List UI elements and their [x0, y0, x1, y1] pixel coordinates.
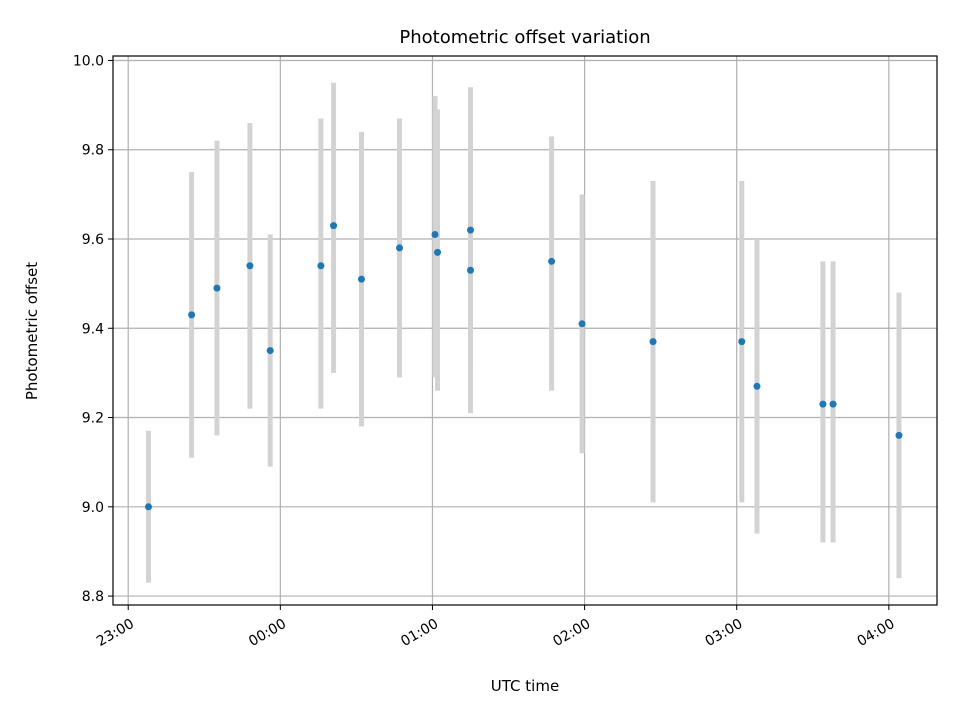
x-tick-label: 23:00: [94, 616, 137, 650]
data-point: [434, 248, 442, 256]
data-point: [819, 400, 827, 408]
data-point: [895, 431, 903, 439]
y-axis-label: Photometric offset: [23, 262, 41, 400]
y-tick-label: 9.2: [82, 411, 104, 427]
y-tick-label: 9.4: [82, 321, 104, 337]
data-point: [395, 244, 403, 252]
data-point: [753, 382, 761, 390]
y-tick-label: 8.8: [82, 589, 104, 605]
data-point: [330, 222, 338, 230]
data-point: [466, 266, 474, 274]
y-tick-label: 9.8: [82, 143, 104, 159]
y-axis-ticks: 8.8 9.0 9.2 9.4 9.6 9.8 10.0: [73, 53, 113, 605]
chart-title: Photometric offset variation: [399, 27, 650, 48]
y-tick-label: 9.0: [82, 500, 104, 516]
data-point: [466, 226, 474, 234]
data-point: [266, 347, 274, 355]
x-tick-label: 03:00: [703, 616, 746, 650]
x-tick-label: 04:00: [855, 616, 898, 650]
data-point: [357, 275, 365, 283]
data-point: [213, 284, 221, 292]
data-point: [578, 320, 586, 328]
data-point: [188, 311, 196, 319]
data-point: [431, 231, 439, 239]
y-tick-label: 9.6: [82, 232, 104, 248]
data-point: [649, 338, 657, 346]
x-axis-ticks: 23:00 00:00 01:00 02:00 03:00 04:00: [94, 605, 898, 650]
x-tick-label: 01:00: [398, 616, 441, 650]
y-tick-label: 10.0: [73, 53, 104, 69]
error-bars: [145, 82, 902, 583]
x-axis-label: UTC time: [491, 677, 559, 695]
data-points: [144, 222, 903, 511]
plot-area-frame: [112, 55, 938, 606]
data-point: [246, 262, 254, 270]
data-point: [548, 257, 556, 265]
data-point: [317, 262, 325, 270]
x-tick-label: 00:00: [246, 616, 289, 650]
data-point: [144, 503, 152, 511]
x-tick-label: 02:00: [550, 616, 593, 650]
grid-lines: [113, 56, 937, 605]
data-point: [738, 338, 746, 346]
data-point: [829, 400, 837, 408]
